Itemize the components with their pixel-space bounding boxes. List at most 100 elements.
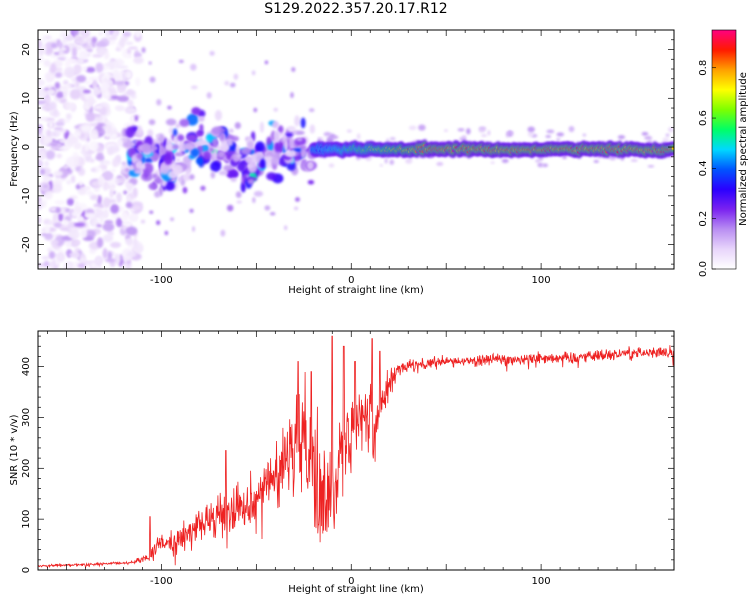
spectral-blob (70, 166, 76, 170)
spectral-blob (79, 133, 85, 138)
spectral-blob (49, 261, 55, 269)
spectral-blob (644, 135, 653, 140)
spectral-blob (42, 128, 48, 135)
spectral-blob (134, 52, 142, 58)
spectral-blob (220, 128, 226, 132)
spectral-blob (641, 132, 649, 136)
spectral-blob (53, 222, 62, 228)
spectral-blob (301, 150, 306, 159)
spectral-blob (501, 158, 509, 163)
spectral-blob (481, 134, 488, 137)
snr-x-tick-label: -100 (150, 576, 173, 587)
spectral-blob (384, 157, 388, 164)
spectral-blob (295, 197, 300, 202)
spectral-blob (141, 163, 146, 170)
spectral-blob (277, 125, 284, 133)
spectral-blob (159, 145, 165, 155)
spectral-blob (214, 110, 223, 121)
spectral-blob (247, 179, 255, 185)
spectral-blob (40, 135, 46, 146)
spectral-blob (125, 182, 134, 190)
spectral-blob (102, 234, 114, 243)
snr-panel: -100 0 100 0 100 200 300 400 Height of straight… (9, 330, 675, 595)
colorbar-tick-label: 0.6 (698, 110, 709, 126)
spectral-blob (285, 150, 297, 158)
spectral-blob (95, 255, 103, 265)
spectral-blob (568, 125, 575, 133)
spectral-blob (91, 36, 98, 43)
spectral-blob (264, 60, 269, 65)
spectral-blob (116, 138, 124, 147)
spectral-blob (125, 238, 134, 246)
spectral-blob (216, 145, 221, 151)
spectral-blob (65, 208, 70, 212)
spectral-blob (134, 169, 144, 175)
spectral-blob (189, 208, 194, 213)
spectral-blob (418, 124, 426, 131)
spectral-blob (52, 212, 58, 223)
spectral-blob (220, 229, 226, 237)
spectral-blob (55, 72, 63, 78)
spectral-blob (192, 226, 196, 232)
spectral-blob (274, 141, 281, 153)
spectral-blob (116, 95, 129, 102)
spectral-blob (38, 89, 48, 98)
spectral-blob (73, 64, 82, 75)
spectral-blob (59, 85, 69, 91)
spectral-blob (63, 79, 69, 86)
spectral-blob (72, 264, 77, 269)
spectral-blob (210, 171, 216, 179)
spectral-blob (55, 207, 61, 214)
spectral-blob (44, 224, 50, 234)
spectral-blob (65, 113, 72, 120)
spectral-blob (44, 189, 53, 200)
spectral-blob (141, 47, 146, 53)
spectral-blob (78, 180, 83, 187)
spectral-blob (99, 48, 106, 56)
colorbar-label: Normalized spectral amplitude (738, 72, 749, 226)
spectral-blob (85, 66, 96, 73)
spectral-blob (189, 174, 195, 180)
spectral-blob (609, 155, 617, 161)
spectral-blob (296, 137, 303, 142)
spectral-blob (298, 144, 307, 150)
spectral-blob (226, 204, 234, 212)
colorbar-tick-label: 0.2 (698, 211, 709, 227)
snr-ticks: -100 0 100 0 100 200 300 400 (21, 331, 675, 587)
spectral-blob (537, 162, 544, 168)
spectral-blob (163, 153, 173, 165)
spectral-blob (99, 215, 104, 225)
spectral-blob (307, 180, 315, 185)
spectral-blob (48, 251, 56, 260)
spectral-blob (78, 49, 89, 60)
spectral-blob (199, 123, 204, 132)
spectral-blob (149, 210, 154, 214)
spectral-blob (291, 67, 296, 72)
spectral-blob (323, 131, 332, 137)
colorbar-tick-label: 0.0 (698, 261, 709, 277)
spectral-blob (328, 163, 335, 168)
spectral-blob (134, 30, 142, 38)
spectral-blob (95, 41, 107, 48)
spectral-blob (80, 30, 91, 39)
spectral-blob (271, 156, 280, 166)
spectral-blob (90, 128, 99, 140)
spectral-blob (284, 225, 288, 231)
spectral-blob (97, 175, 105, 186)
spectral-blob (245, 156, 253, 164)
spectral-blob (71, 47, 78, 58)
spectral-blob (103, 90, 111, 99)
snr-y-tick-label: 300 (21, 408, 32, 427)
spectral-blob (84, 80, 92, 85)
spectral-blob (130, 211, 139, 222)
spectral-blob (84, 212, 96, 219)
spectral-blob (165, 118, 177, 126)
spectral-blob (182, 143, 195, 150)
spectral-blob (160, 163, 171, 175)
spectral-blob (58, 212, 64, 222)
spectral-blob (126, 251, 137, 258)
spectral-blob (151, 173, 158, 179)
spectral-blob (389, 159, 395, 165)
